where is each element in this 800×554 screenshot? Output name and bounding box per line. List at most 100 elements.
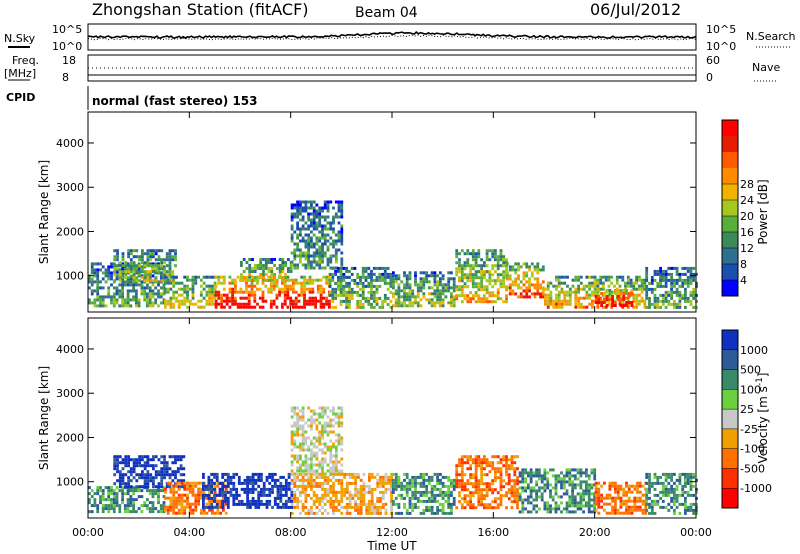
echo-cell	[251, 487, 255, 491]
echo-cell	[471, 506, 475, 510]
echo-cell	[337, 478, 341, 482]
echo-cell	[604, 278, 608, 282]
echo-cell	[271, 484, 274, 488]
echo-cell	[271, 490, 274, 494]
echo-cell	[469, 267, 472, 271]
echo-cell	[265, 478, 269, 482]
echo-cell	[452, 487, 456, 491]
echo-cell	[292, 284, 295, 288]
echo-cell	[191, 290, 195, 294]
echo-cell	[132, 249, 136, 253]
echo-cell	[159, 286, 163, 290]
echo-cell	[354, 484, 357, 488]
echo-cell	[308, 302, 312, 306]
echo-cell	[93, 498, 97, 502]
echo-cell	[312, 493, 316, 497]
echo-cell	[151, 504, 155, 508]
echo-cell	[264, 284, 268, 288]
echo-cell	[516, 479, 519, 483]
echo-cell	[180, 293, 184, 297]
echo-cell	[499, 482, 503, 486]
echo-cell	[312, 242, 316, 246]
echo-cell	[318, 481, 322, 485]
echo-cell	[140, 489, 144, 493]
echo-cell	[191, 487, 195, 491]
echo-cell	[296, 454, 299, 458]
echo-cell	[485, 494, 489, 498]
echo-cell	[603, 481, 606, 485]
echo-cell	[414, 505, 417, 509]
echo-cell	[310, 475, 313, 479]
echo-cell	[513, 473, 517, 477]
echo-cell	[474, 491, 478, 495]
echo-cell	[329, 200, 333, 204]
echo-cell	[521, 480, 525, 484]
echo-cell	[115, 501, 119, 505]
echo-cell	[568, 501, 572, 505]
echo-cell	[630, 484, 634, 488]
echo-cell	[361, 290, 365, 294]
echo-cell	[678, 272, 682, 276]
echo-cell	[661, 284, 665, 288]
echo-cell	[169, 305, 173, 309]
echo-cell	[314, 302, 317, 306]
echo-cell	[408, 292, 412, 296]
echo-cell	[632, 299, 636, 303]
echo-cell	[653, 299, 657, 303]
echo-cell	[659, 481, 662, 485]
echo-cell	[678, 284, 682, 288]
echo-cell	[585, 504, 588, 508]
echo-cell	[318, 254, 322, 258]
echo-cell	[127, 267, 130, 271]
echo-cell	[622, 304, 626, 307]
echo-cell	[151, 492, 155, 496]
echo-cell	[270, 273, 274, 276]
echo-cell	[579, 471, 583, 475]
echo-cell	[121, 495, 124, 499]
echo-cell	[370, 305, 373, 309]
echo-cell	[400, 280, 404, 284]
echo-cell	[321, 254, 324, 258]
echo-cell	[159, 292, 163, 296]
echo-cell	[488, 276, 492, 280]
echo-cell	[303, 290, 306, 294]
echo-cell	[664, 305, 668, 309]
echo-cell	[627, 292, 631, 295]
echo-cell	[340, 260, 344, 264]
echo-cell	[439, 493, 442, 497]
echo-cell	[340, 242, 344, 246]
echo-cell	[485, 291, 489, 295]
echo-cell	[367, 302, 371, 306]
echo-cell	[210, 472, 214, 476]
echo-cell	[664, 275, 668, 279]
echo-cell	[394, 478, 398, 482]
echo-cell	[334, 266, 338, 270]
echo-cell	[107, 292, 111, 296]
echo-cell	[661, 293, 665, 297]
echo-cell	[121, 268, 124, 272]
echo-cell	[514, 283, 518, 287]
echo-cell	[474, 482, 478, 486]
echo-cell	[314, 278, 317, 282]
echo-cell	[519, 286, 523, 290]
echo-cell	[383, 266, 387, 270]
echo-cell	[290, 481, 294, 485]
echo-cell	[202, 490, 206, 494]
echo-cell	[597, 481, 601, 485]
echo-cell	[433, 289, 437, 293]
echo-cell	[603, 502, 606, 506]
echo-cell	[400, 301, 404, 305]
echo-cell	[152, 264, 155, 268]
echo-cell	[301, 227, 305, 231]
echo-cell	[307, 257, 310, 261]
echo-cell	[116, 249, 119, 253]
echo-cell	[397, 301, 401, 305]
echo-cell	[351, 496, 355, 500]
echo-cell	[474, 476, 478, 480]
echo-cell	[502, 261, 506, 265]
echo-cell	[278, 258, 282, 261]
echo-cell	[110, 486, 113, 490]
echo-cell	[590, 468, 594, 472]
echo-cell	[304, 263, 308, 267]
echo-cell	[321, 251, 324, 255]
